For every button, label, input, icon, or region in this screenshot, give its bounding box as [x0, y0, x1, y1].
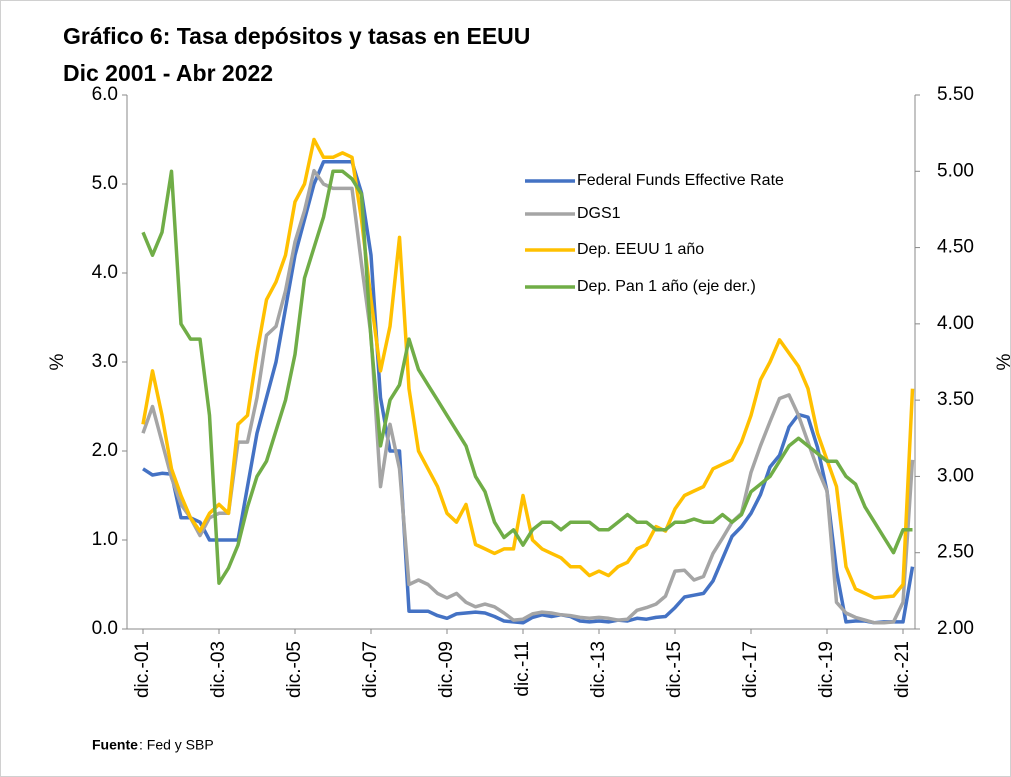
- legend-label: Dep. Pan 1 año (eje der.): [577, 278, 756, 295]
- y-tick-label: 3.0: [92, 351, 118, 372]
- y-tick-label: 1.0: [92, 529, 118, 550]
- x-tick-label: dic.-13: [588, 641, 609, 698]
- y2-tick-label: 2.00: [937, 618, 974, 639]
- x-tick-label: dic.-01: [132, 641, 153, 698]
- x-tick-label: dic.-03: [208, 641, 229, 698]
- y-tick-label: 6.0: [92, 84, 118, 105]
- chart-title: Gráfico 6: Tasa depósitos y tasas en EEU…: [63, 23, 530, 49]
- x-tick-label: dic.-09: [436, 641, 457, 698]
- source-text: : Fed y SBP: [139, 737, 214, 753]
- x-tick-label: dic.-21: [892, 641, 913, 698]
- y-tick-label: 5.0: [92, 173, 118, 194]
- x-tick-label: dic.-15: [664, 641, 685, 698]
- series-line: [142, 160, 915, 625]
- x-tick-label: dic.-05: [284, 641, 305, 698]
- legend-label: Dep. EEUU 1 año: [577, 241, 704, 258]
- x-tick-label: dic.-11: [512, 641, 533, 697]
- series-line: [141, 168, 915, 625]
- y2-tick-label: 5.00: [937, 160, 974, 181]
- y2-tick-label: 5.50: [937, 84, 974, 105]
- series-line: [141, 137, 915, 600]
- x-tick-label: dic.-07: [360, 641, 381, 698]
- legend-label: Federal Funds Effective Rate: [577, 172, 784, 189]
- y2-tick-label: 4.50: [937, 237, 974, 258]
- y2-tick-label: 2.50: [937, 542, 974, 563]
- legend-label: DGS1: [577, 205, 621, 222]
- x-tick-label: dic.-17: [740, 641, 761, 698]
- y-tick-label: 4.0: [92, 262, 118, 283]
- x-tick-label: dic.-19: [816, 641, 837, 698]
- y2-tick-label: 3.00: [937, 465, 974, 486]
- y-tick-label: 2.0: [92, 440, 118, 461]
- y2-tick-label: 4.00: [937, 313, 974, 334]
- series-line: [141, 169, 913, 585]
- source-label: Fuente: [92, 737, 138, 753]
- y-axis-label: %: [47, 353, 68, 370]
- y-tick-label: 0.0: [92, 618, 118, 639]
- y2-axis-label: %: [994, 353, 1011, 370]
- y2-tick-label: 3.50: [937, 389, 974, 410]
- chart-subtitle: Dic 2001 - Abr 2022: [63, 60, 273, 86]
